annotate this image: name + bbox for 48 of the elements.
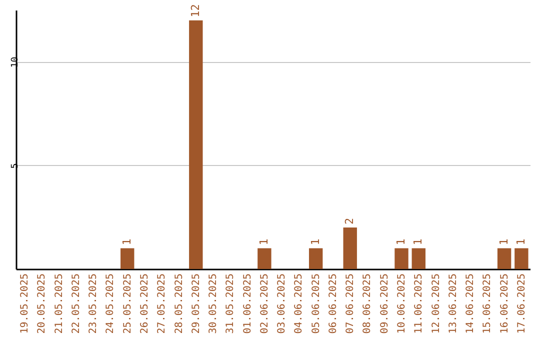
bar [189, 20, 203, 269]
x-tick-label: 05.06.2025 [310, 274, 322, 334]
bar [308, 248, 323, 269]
data-label: 1 [120, 238, 134, 246]
bar [394, 248, 408, 269]
x-tick-label: 25.05.2025 [122, 274, 134, 334]
x-tick-label: 07.06.2025 [345, 274, 356, 334]
x-tick-label: 10.06.2025 [396, 274, 408, 334]
x-tick-label: 29.05.2025 [190, 274, 202, 334]
x-tick-label: 30.05.2025 [208, 274, 220, 334]
data-label: 12 [188, 4, 202, 18]
x-tick-label: 19.05.2025 [20, 274, 31, 334]
x-tick-label: 16.06.2025 [499, 274, 510, 334]
bar [514, 248, 528, 269]
x-tick-label: 26.05.2025 [140, 274, 150, 334]
x-tick-label: 12.06.2025 [430, 274, 442, 334]
x-tick-label: 14.06.2025 [465, 274, 476, 334]
x-tick-label: 11.06.2025 [414, 274, 425, 334]
data-label: 1 [497, 238, 510, 246]
x-tick-label: 31.05.2025 [225, 274, 236, 334]
x-tick-label: 17.06.2025 [516, 274, 528, 334]
x-tick-label: 08.06.2025 [362, 274, 374, 334]
x-tick-label: 15.06.2025 [482, 274, 494, 334]
data-label: 1 [514, 238, 528, 246]
x-tick-label: 23.05.2025 [88, 274, 100, 334]
data-label: 1 [412, 238, 425, 246]
bar [412, 248, 426, 269]
bar [258, 248, 272, 269]
x-tick-label: 02.06.2025 [259, 274, 270, 334]
x-tick-label: 21.05.2025 [54, 274, 65, 334]
bar [343, 228, 357, 269]
x-tick-label: 01.06.2025 [242, 274, 254, 334]
x-tick-label: 28.05.2025 [174, 274, 185, 334]
bar [497, 248, 512, 269]
bar [120, 248, 134, 269]
x-tick-label: 09.06.2025 [379, 274, 390, 334]
x-tick-label: 04.06.2025 [294, 274, 305, 334]
x-tick-label: 06.06.2025 [328, 274, 339, 334]
x-tick-label: 20.05.2025 [36, 274, 48, 334]
data-label: 2 [343, 218, 356, 225]
x-tick-label: 13.06.2025 [448, 274, 459, 334]
data-label: 1 [257, 238, 270, 246]
x-tick-label: 22.05.2025 [70, 274, 82, 334]
data-label: 1 [308, 238, 322, 246]
x-tick-label: 27.05.2025 [156, 274, 168, 334]
data-label: 1 [394, 238, 408, 246]
x-tick-label: 24.05.2025 [105, 274, 116, 334]
x-tick-label: 03.06.2025 [276, 274, 288, 334]
